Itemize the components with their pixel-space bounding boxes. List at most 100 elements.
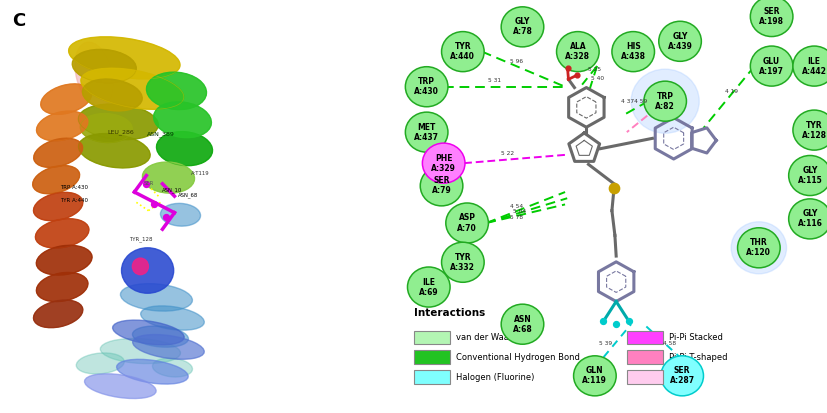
Ellipse shape bbox=[793, 110, 827, 150]
Text: SER
A:79: SER A:79 bbox=[432, 176, 452, 195]
Text: ASN_10: ASN_10 bbox=[162, 187, 183, 193]
Ellipse shape bbox=[84, 374, 156, 399]
Ellipse shape bbox=[738, 228, 780, 268]
Ellipse shape bbox=[423, 143, 465, 183]
Text: 5 39: 5 39 bbox=[599, 341, 612, 346]
Text: GLY
A:115: GLY A:115 bbox=[797, 166, 822, 185]
Ellipse shape bbox=[36, 273, 88, 301]
Text: SER
A:287: SER A:287 bbox=[670, 366, 695, 385]
Ellipse shape bbox=[408, 267, 450, 307]
Ellipse shape bbox=[501, 7, 544, 47]
Text: THR
A:120: THR A:120 bbox=[747, 238, 772, 257]
FancyBboxPatch shape bbox=[414, 330, 450, 344]
Ellipse shape bbox=[612, 32, 654, 71]
Ellipse shape bbox=[36, 111, 88, 141]
Ellipse shape bbox=[79, 104, 158, 140]
Text: TYR_128: TYR_128 bbox=[129, 237, 152, 242]
Ellipse shape bbox=[501, 304, 544, 344]
Text: ILE
A:442: ILE A:442 bbox=[802, 57, 827, 76]
Ellipse shape bbox=[132, 258, 148, 275]
Ellipse shape bbox=[121, 284, 193, 311]
FancyBboxPatch shape bbox=[414, 370, 450, 384]
Text: 5 04: 5 04 bbox=[513, 209, 526, 214]
Text: Halogen (Fluorine): Halogen (Fluorine) bbox=[457, 373, 535, 382]
Ellipse shape bbox=[34, 300, 83, 328]
Ellipse shape bbox=[36, 245, 92, 275]
Ellipse shape bbox=[405, 67, 448, 107]
Ellipse shape bbox=[79, 133, 151, 168]
Ellipse shape bbox=[81, 68, 184, 109]
Text: ALA
A:328: ALA A:328 bbox=[566, 42, 590, 61]
Point bbox=[160, 214, 173, 220]
FancyBboxPatch shape bbox=[414, 350, 450, 364]
Ellipse shape bbox=[154, 102, 212, 138]
Text: 5 22: 5 22 bbox=[501, 151, 514, 156]
Ellipse shape bbox=[442, 242, 484, 282]
Ellipse shape bbox=[146, 72, 207, 109]
Text: ASN
A:68: ASN A:68 bbox=[513, 315, 533, 334]
Text: TYR
A:332: TYR A:332 bbox=[451, 253, 476, 272]
Ellipse shape bbox=[112, 320, 184, 345]
Text: GLN
A:119: GLN A:119 bbox=[582, 366, 607, 385]
Ellipse shape bbox=[446, 203, 489, 243]
Text: MET
A:437: MET A:437 bbox=[414, 123, 439, 142]
Ellipse shape bbox=[41, 84, 92, 114]
FancyBboxPatch shape bbox=[627, 330, 663, 344]
Text: TYR A:440: TYR A:440 bbox=[60, 198, 88, 203]
Text: GLY
A:439: GLY A:439 bbox=[667, 32, 692, 51]
Point bbox=[571, 72, 584, 78]
Text: PHE
A:329: PHE A:329 bbox=[431, 154, 457, 173]
Ellipse shape bbox=[789, 156, 827, 195]
Text: Interactions: Interactions bbox=[414, 308, 485, 318]
Text: TRP
A:82: TRP A:82 bbox=[655, 92, 675, 111]
Ellipse shape bbox=[160, 203, 200, 226]
Ellipse shape bbox=[661, 356, 704, 396]
Point bbox=[623, 318, 636, 325]
Ellipse shape bbox=[442, 32, 484, 71]
Text: 4 374 59: 4 374 59 bbox=[621, 99, 648, 104]
Text: C: C bbox=[12, 12, 26, 31]
Ellipse shape bbox=[132, 326, 189, 347]
Point bbox=[607, 185, 620, 191]
Ellipse shape bbox=[750, 46, 793, 86]
Ellipse shape bbox=[750, 0, 793, 36]
Ellipse shape bbox=[557, 32, 599, 71]
Ellipse shape bbox=[659, 21, 701, 61]
Text: 4 54: 4 54 bbox=[509, 204, 523, 209]
Point bbox=[609, 321, 623, 328]
Point bbox=[561, 65, 574, 71]
Text: 5 40: 5 40 bbox=[591, 76, 605, 81]
Text: ILE
A:69: ILE A:69 bbox=[419, 278, 438, 297]
Ellipse shape bbox=[793, 46, 827, 86]
Ellipse shape bbox=[72, 50, 136, 83]
Text: 5 25: 5 25 bbox=[588, 67, 601, 72]
Ellipse shape bbox=[420, 166, 463, 206]
Text: GLU
A:197: GLU A:197 bbox=[759, 57, 784, 76]
Ellipse shape bbox=[76, 353, 124, 374]
Ellipse shape bbox=[33, 166, 79, 194]
Point bbox=[148, 201, 161, 208]
Ellipse shape bbox=[141, 306, 204, 330]
Text: A:T119: A:T119 bbox=[191, 171, 210, 176]
Text: ASN_389: ASN_389 bbox=[146, 131, 174, 137]
Ellipse shape bbox=[644, 81, 686, 121]
Ellipse shape bbox=[34, 138, 83, 167]
Text: van der Waals: van der Waals bbox=[457, 333, 516, 342]
Text: GLY
A:78: GLY A:78 bbox=[513, 17, 533, 36]
Text: 5 96: 5 96 bbox=[509, 59, 523, 64]
Text: ASN_68: ASN_68 bbox=[179, 192, 198, 198]
Ellipse shape bbox=[789, 199, 827, 239]
Ellipse shape bbox=[405, 112, 448, 152]
Ellipse shape bbox=[731, 222, 786, 274]
Ellipse shape bbox=[122, 248, 174, 293]
Ellipse shape bbox=[152, 358, 193, 377]
Text: TRP A:430: TRP A:430 bbox=[60, 185, 88, 190]
FancyBboxPatch shape bbox=[627, 370, 663, 384]
Text: 4 19: 4 19 bbox=[724, 89, 738, 94]
Ellipse shape bbox=[33, 192, 83, 221]
Text: ASP
A:70: ASP A:70 bbox=[457, 214, 477, 233]
Ellipse shape bbox=[83, 79, 142, 111]
Text: Pi-Alkyl: Pi-Alkyl bbox=[669, 373, 700, 382]
Ellipse shape bbox=[132, 335, 204, 359]
Text: LEU_286: LEU_286 bbox=[107, 129, 134, 135]
